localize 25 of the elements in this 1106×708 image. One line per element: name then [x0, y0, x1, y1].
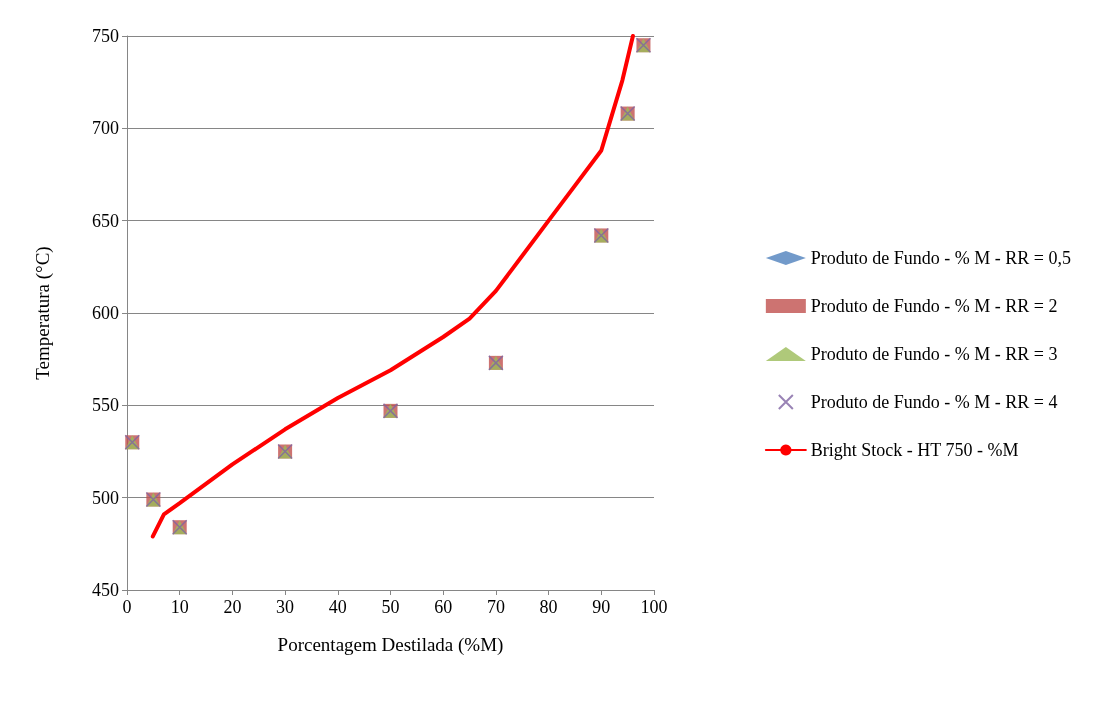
x-tick-label: 40: [328, 597, 347, 617]
y-axis-title: Temperatura (°C): [32, 246, 54, 380]
x-tick-label: 80: [539, 597, 558, 617]
legend-label: Produto de Fundo - % M - RR = 0,5: [810, 248, 1071, 268]
legend-label: Produto de Fundo - % M - RR = 2: [810, 296, 1058, 316]
x-tick-label: 70: [486, 597, 505, 617]
y-tick-label: 600: [92, 303, 119, 323]
legend-label: Produto de Fundo - % M - RR = 4: [810, 392, 1058, 412]
y-tick-label: 500: [92, 487, 119, 508]
y-tick-label: 650: [92, 210, 119, 231]
x-tick-label: 100: [640, 597, 668, 617]
x-tick-label: 20: [223, 597, 242, 617]
y-tick-label: 550: [92, 395, 119, 416]
x-tick-label: 0: [122, 597, 132, 617]
x-tick-label: 50: [381, 597, 400, 617]
x-tick-label: 30: [276, 597, 295, 617]
legend-label: Produto de Fundo - % M - RR = 3: [810, 344, 1058, 364]
y-tick-label: 700: [92, 118, 119, 139]
x-tick-label: 10: [170, 597, 189, 617]
y-tick-label: 450: [92, 580, 119, 600]
x-tick-label: 90: [592, 597, 611, 617]
x-axis-title: Porcentagem Destilada (%M): [277, 634, 504, 656]
legend-label: Bright Stock - HT 750 - %M: [810, 440, 1019, 460]
x-tick-label: 60: [434, 597, 453, 617]
y-tick-label: 750: [92, 26, 119, 46]
